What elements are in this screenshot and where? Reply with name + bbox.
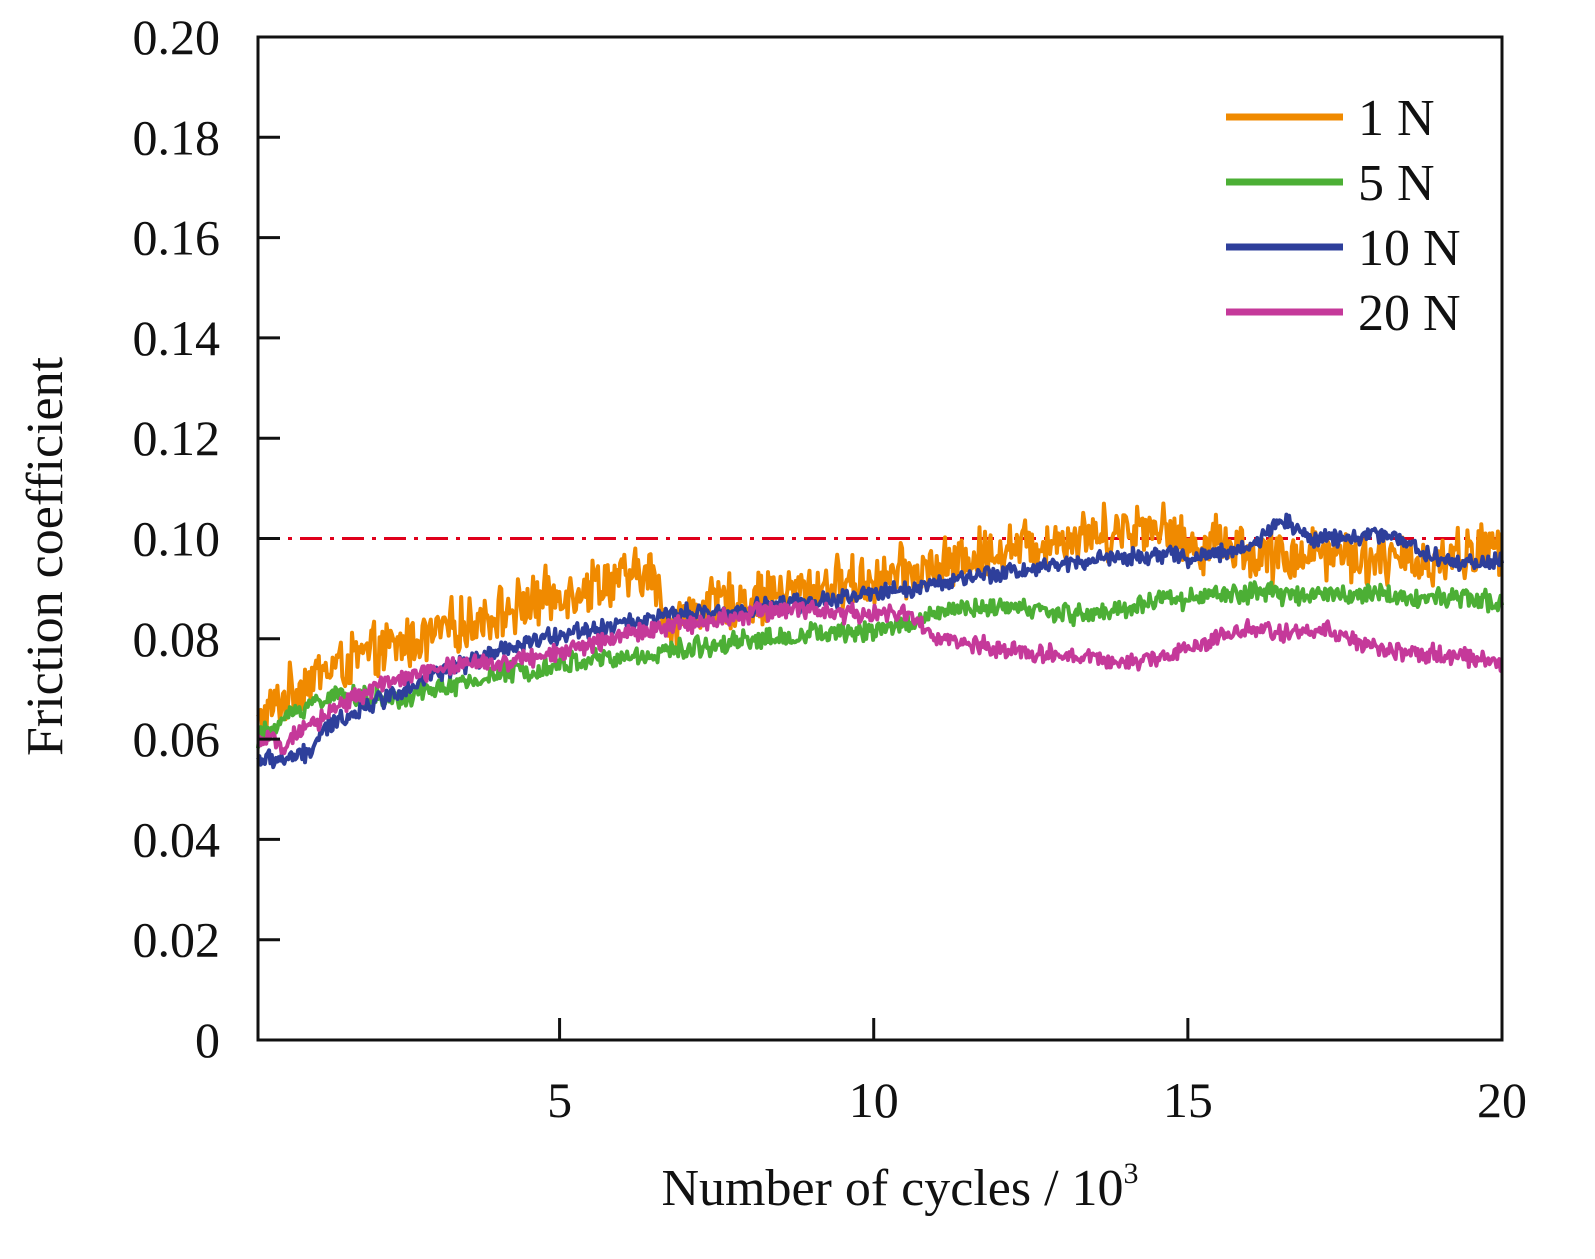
ticks-layer: 0 0.02 0.04 0.06 0.08 0.10 0.12 0.14 0.16 0.18 0.2… — [133, 9, 1528, 1128]
y-axis-title: Friction coefficient — [17, 356, 74, 756]
x-axis-title: Number of cycles / 103 — [661, 1157, 1138, 1217]
x-tick-label: 10 — [849, 1072, 899, 1128]
y-tick-label: 0.16 — [133, 210, 221, 266]
x-tick-label: 20 — [1477, 1072, 1527, 1128]
y-tick-label: 0.18 — [133, 109, 221, 165]
x-axis-title-superscript: 3 — [1124, 1157, 1139, 1190]
y-tick-label: 0.14 — [133, 310, 221, 366]
series-line-10n — [256, 512, 1504, 770]
series-line-5n — [256, 580, 1504, 749]
y-tick-label: 0.10 — [133, 511, 221, 567]
y-tick-label: 0.06 — [133, 711, 221, 767]
y-tick-label: 0.20 — [133, 9, 221, 65]
y-tick-label: 0.08 — [133, 611, 221, 667]
y-tick-label: 0 — [195, 1012, 220, 1068]
y-tick-label: 0.02 — [133, 912, 221, 968]
x-tick-label: 5 — [547, 1072, 572, 1128]
x-axis-title-text: Number of cycles / 10 — [661, 1160, 1123, 1217]
y-tick-label: 0.04 — [133, 811, 221, 867]
series-layer — [256, 501, 1504, 770]
series-line-20n — [256, 599, 1503, 756]
legend-label: 1 N — [1358, 90, 1435, 147]
legend-label: 10 N — [1358, 220, 1461, 277]
x-tick-label: 15 — [1163, 1072, 1213, 1128]
legend-label: 5 N — [1358, 155, 1435, 212]
y-tick-label: 0.12 — [133, 410, 221, 466]
legend: 1 N 5 N 10 N 20 N — [1226, 90, 1461, 342]
legend-label: 20 N — [1358, 285, 1461, 342]
